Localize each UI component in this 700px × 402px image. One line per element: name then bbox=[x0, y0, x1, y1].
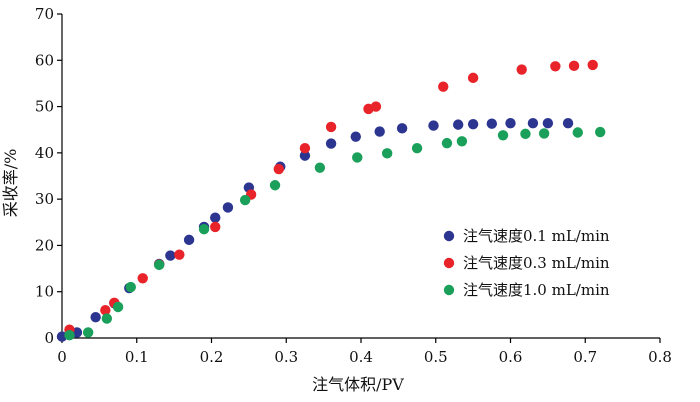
data-point bbox=[497, 130, 509, 141]
data-point bbox=[438, 81, 449, 92]
data-point bbox=[325, 121, 337, 133]
legend-label: 注气速度1.0 mL/min bbox=[463, 281, 610, 299]
x-tick-label: 0.4 bbox=[349, 348, 373, 366]
y-tick-label: 10 bbox=[35, 283, 54, 301]
x-tick-label: 0.2 bbox=[200, 348, 224, 366]
y-tick-label: 20 bbox=[35, 236, 54, 254]
data-point bbox=[467, 118, 479, 130]
data-point bbox=[456, 136, 468, 147]
data-point bbox=[299, 143, 311, 154]
data-point bbox=[587, 59, 598, 71]
legend-label: 注气速度0.3 mL/min bbox=[463, 254, 610, 272]
data-point bbox=[101, 313, 113, 324]
data-point bbox=[269, 180, 281, 191]
data-point bbox=[568, 60, 580, 72]
axes: 0 0.1 0.2 0.3 0.4 0.5 0.6 0.7 0.8 0 10 20 30 40 50 60 70 bbox=[35, 5, 672, 366]
data-point bbox=[165, 250, 176, 261]
data-point bbox=[467, 72, 479, 84]
data-point bbox=[90, 311, 101, 323]
data-point bbox=[64, 330, 75, 341]
x-tick-label: 0.7 bbox=[573, 348, 597, 366]
data-point bbox=[239, 194, 251, 206]
data-point bbox=[428, 120, 439, 131]
data-point bbox=[174, 249, 185, 260]
y-tick-label: 70 bbox=[35, 5, 54, 23]
data-point bbox=[137, 273, 148, 284]
x-tick-label: 0.3 bbox=[274, 348, 298, 366]
legend-marker bbox=[443, 284, 455, 296]
data-point bbox=[273, 163, 284, 175]
data-point bbox=[100, 305, 111, 316]
data-point bbox=[396, 123, 408, 134]
data-point bbox=[550, 61, 561, 72]
data-point bbox=[153, 259, 165, 271]
data-point bbox=[595, 126, 606, 138]
data-point bbox=[112, 301, 124, 313]
legend-marker bbox=[443, 230, 455, 242]
y-axis-title: 采收率/% bbox=[1, 149, 20, 218]
data-point bbox=[486, 118, 498, 129]
data-point bbox=[198, 224, 210, 235]
y-tick-label: 0 bbox=[44, 329, 54, 347]
data-point bbox=[314, 162, 326, 173]
data-point bbox=[411, 143, 423, 154]
data-point bbox=[441, 137, 453, 149]
data-point bbox=[516, 64, 527, 75]
series-3 bbox=[64, 126, 606, 341]
series-layer bbox=[56, 59, 606, 342]
data-point bbox=[542, 118, 554, 129]
x-tick-label: 0.6 bbox=[499, 348, 523, 366]
data-point bbox=[505, 118, 516, 129]
data-point bbox=[325, 138, 337, 149]
data-point bbox=[370, 101, 382, 112]
data-point bbox=[350, 131, 361, 142]
y-tick-label: 30 bbox=[35, 190, 54, 208]
data-point bbox=[527, 118, 539, 129]
data-point bbox=[210, 212, 221, 223]
data-point bbox=[125, 281, 136, 293]
data-point bbox=[572, 127, 583, 138]
data-point bbox=[210, 221, 221, 233]
y-tick-label: 50 bbox=[35, 98, 54, 116]
data-point bbox=[538, 128, 550, 139]
data-point bbox=[299, 150, 311, 161]
x-tick-label: 0.1 bbox=[125, 348, 149, 366]
x-tick-label: 0.8 bbox=[648, 348, 672, 366]
data-point bbox=[352, 152, 363, 163]
data-point bbox=[381, 148, 393, 159]
legend-marker bbox=[443, 257, 455, 269]
y-tick-label: 60 bbox=[35, 51, 54, 69]
legend-label: 注气速度0.1 mL/min bbox=[463, 227, 610, 245]
data-point bbox=[183, 234, 195, 246]
data-point bbox=[562, 118, 574, 129]
legend: 注气速度0.1 mL/min 注气速度0.3 mL/min 注气速度1.0 mL/m… bbox=[443, 227, 610, 299]
data-point bbox=[452, 119, 464, 130]
x-tick-label: 0 bbox=[57, 348, 67, 366]
y-tick-label: 40 bbox=[35, 144, 54, 162]
data-point bbox=[222, 202, 234, 213]
data-point bbox=[374, 126, 385, 137]
data-point bbox=[82, 327, 94, 338]
x-tick-label: 0.5 bbox=[424, 348, 448, 366]
data-point bbox=[520, 128, 531, 140]
x-axis-title: 注气体积/PV bbox=[312, 375, 404, 394]
